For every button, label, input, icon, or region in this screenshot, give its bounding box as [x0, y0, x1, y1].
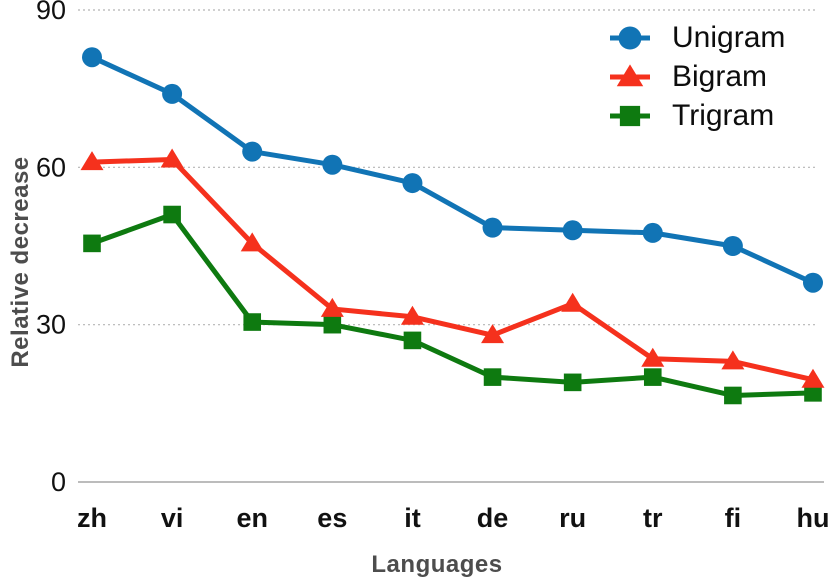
legend-marker-triangle: [616, 64, 644, 87]
legend-label: Bigram: [672, 60, 768, 93]
trigram-point-hu: [804, 384, 822, 402]
bigram-point-zh: [80, 151, 104, 171]
x-tick-label: ru: [559, 503, 586, 533]
unigram-point-tr: [642, 222, 663, 243]
bigram-point-fi: [721, 350, 745, 370]
trigram-point-es: [323, 315, 342, 334]
y-axis-title: Relative decrease: [7, 156, 34, 368]
bigram-point-de: [481, 324, 505, 344]
unigram-point-es: [322, 154, 343, 175]
trigram-point-zh: [83, 234, 101, 253]
legend-marker-square: [619, 105, 641, 127]
unigram-point-ru: [562, 220, 583, 241]
unigram-point-it: [402, 173, 423, 194]
bigram-point-en: [240, 232, 264, 252]
legend-label: Unigram: [672, 21, 786, 54]
x-tick-label: fi: [725, 503, 742, 533]
x-tick-label: it: [404, 503, 421, 533]
trigram-point-fi: [724, 386, 742, 405]
bigram-triangle-icon: [610, 64, 650, 87]
x-tick-label: es: [317, 503, 347, 533]
legend-marker-circle: [618, 26, 642, 50]
unigram-point-en: [242, 141, 263, 162]
x-tick-label: en: [236, 503, 268, 533]
unigram-point-zh: [82, 47, 102, 68]
y-tick-label: 0: [51, 467, 66, 497]
legend-item-unigram: Unigram: [608, 23, 785, 53]
unigram-point-hu: [802, 272, 823, 293]
y-tick-label: 90: [36, 0, 66, 25]
unigram-point-de: [482, 217, 503, 238]
y-tick-label: 30: [36, 310, 66, 340]
legend-item-trigram: Trigram: [608, 101, 785, 131]
trigram-point-tr: [643, 368, 662, 386]
y-tick-label: 60: [36, 152, 66, 182]
bigram-point-hu: [801, 368, 825, 388]
trigram-line: [89, 212, 816, 398]
unigram-point-vi: [162, 83, 183, 104]
bigram-line: [89, 156, 816, 383]
trigram-square-icon: [610, 105, 650, 127]
bigram-point-ru: [561, 292, 585, 312]
trigram-point-ru: [563, 373, 582, 392]
trigram-point-de: [483, 368, 502, 386]
bigram-point-tr: [641, 347, 665, 367]
bigram-point-vi: [160, 148, 184, 168]
unigram-line: [89, 54, 816, 286]
bigram-point-it: [400, 305, 424, 325]
bigram-point-es: [320, 297, 344, 317]
trigram-point-it: [403, 331, 422, 350]
x-tick-label: tr: [643, 503, 663, 533]
x-tick-label: vi: [161, 503, 184, 533]
trigram-point-vi: [163, 205, 181, 224]
x-axis-title: Languages: [371, 551, 503, 578]
legend-label: Trigram: [672, 99, 775, 132]
x-tick-label: de: [477, 503, 509, 533]
x-tick-label: hu: [796, 503, 829, 533]
unigram-circle-icon: [610, 26, 650, 50]
trigram-point-en: [243, 313, 262, 331]
x-tick-label: zh: [77, 503, 107, 533]
legend: Unigram Bigram Trigram: [608, 23, 785, 131]
unigram-point-fi: [722, 236, 743, 256]
legend-item-bigram: Bigram: [608, 62, 785, 92]
